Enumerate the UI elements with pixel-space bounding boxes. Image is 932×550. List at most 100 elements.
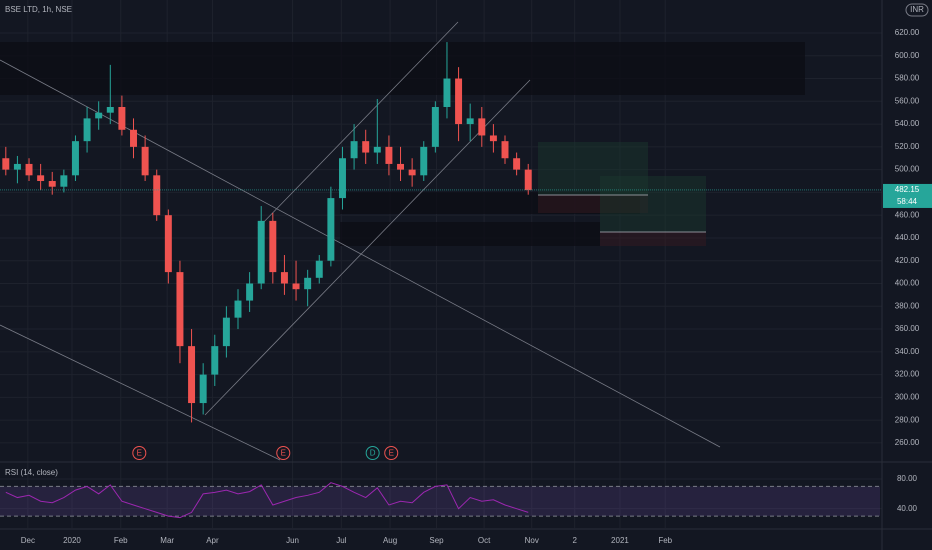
y-tick-label: 440.00 bbox=[895, 233, 920, 242]
event-badge bbox=[276, 446, 291, 460]
candle-body bbox=[2, 158, 10, 170]
trend-line bbox=[0, 324, 281, 461]
currency-button[interactable] bbox=[905, 3, 929, 17]
channel-line bbox=[257, 21, 459, 229]
y-tick-label: 280.00 bbox=[895, 415, 920, 424]
y-tick-label: 380.00 bbox=[895, 301, 920, 310]
candle-body bbox=[385, 146, 393, 164]
y-tick-label: 320.00 bbox=[895, 370, 920, 379]
candle-body bbox=[466, 118, 474, 125]
candle-body bbox=[118, 106, 126, 130]
candle-body bbox=[280, 272, 288, 284]
candle-body bbox=[420, 146, 428, 176]
candle-body bbox=[130, 129, 137, 147]
candle-body bbox=[164, 215, 172, 273]
x-tick-label: 2020 bbox=[63, 536, 81, 545]
event-badge bbox=[365, 446, 380, 460]
rsi-line bbox=[5, 482, 529, 519]
rsi-title: RSI (14, close) bbox=[5, 468, 58, 477]
currency[interactable]: INR bbox=[910, 5, 924, 14]
x-tick-label: Sep bbox=[429, 536, 444, 545]
x-tick-label: Apr bbox=[206, 536, 219, 545]
x-tick-label: Jul bbox=[336, 536, 346, 545]
candle-body bbox=[501, 141, 509, 159]
x-tick-label: Mar bbox=[160, 536, 174, 545]
x-tick-label: 2021 bbox=[611, 536, 629, 545]
candle-body bbox=[246, 283, 254, 301]
candle-body bbox=[373, 146, 381, 153]
target-box bbox=[600, 176, 706, 232]
candle-body bbox=[176, 272, 184, 347]
candle-body bbox=[95, 112, 103, 119]
event-label: D bbox=[370, 449, 376, 458]
candle-body bbox=[234, 300, 242, 318]
candle-body bbox=[315, 260, 323, 278]
candle-body bbox=[25, 163, 33, 176]
y-tick-label: 40.00 bbox=[897, 504, 918, 513]
event-label: E bbox=[137, 449, 142, 458]
candle-body bbox=[222, 317, 230, 347]
y-tick-label: 340.00 bbox=[895, 347, 920, 356]
target-box bbox=[538, 142, 648, 195]
last-price-box bbox=[883, 183, 932, 208]
candle-body bbox=[13, 163, 21, 170]
candle-body bbox=[188, 346, 196, 404]
x-tick-label: Jun bbox=[286, 536, 299, 545]
stop-box bbox=[600, 232, 706, 246]
countdown: 58:44 bbox=[897, 197, 918, 206]
candle-body bbox=[431, 106, 439, 147]
x-tick-label: Aug bbox=[383, 536, 397, 545]
y-tick-label: 560.00 bbox=[895, 96, 920, 105]
candle-body bbox=[304, 277, 312, 290]
x-tick-label: Feb bbox=[114, 536, 128, 545]
overlay: Dec 2020 Feb Mar Apr Jun Jul Aug Sep Oct Nov 2 2021 F… bbox=[21, 28, 932, 545]
zone-box bbox=[0, 42, 805, 95]
candle-body bbox=[397, 163, 405, 170]
candle-body bbox=[338, 158, 346, 199]
candle-body bbox=[37, 175, 45, 182]
y-tick-label: 360.00 bbox=[895, 324, 920, 333]
y-tick-label: 620.00 bbox=[895, 28, 920, 37]
event-badge bbox=[132, 446, 147, 460]
candle-body bbox=[524, 169, 532, 191]
event-label: E bbox=[389, 449, 394, 458]
candle-body bbox=[141, 146, 149, 176]
y-tick-label: 600.00 bbox=[895, 51, 920, 60]
symbol-title: BSE LTD, 1h, NSE bbox=[5, 5, 72, 14]
candle-body bbox=[443, 78, 451, 107]
candle-body bbox=[408, 169, 416, 176]
y-tick-label: 580.00 bbox=[895, 74, 920, 83]
candle-body bbox=[211, 346, 219, 375]
candle-body bbox=[83, 118, 91, 142]
channel-line bbox=[204, 79, 531, 416]
y-tick-label: 300.00 bbox=[895, 392, 920, 401]
candle-body bbox=[513, 158, 521, 170]
y-tick-label: 520.00 bbox=[895, 142, 920, 151]
candle-body bbox=[489, 135, 497, 142]
zone-box bbox=[340, 222, 600, 246]
candle-body bbox=[455, 78, 463, 125]
candle-body bbox=[269, 220, 277, 273]
candle-body bbox=[106, 106, 114, 113]
y-tick-label: 500.00 bbox=[895, 165, 920, 174]
event-label: E bbox=[281, 449, 286, 458]
stop-box bbox=[538, 195, 648, 213]
last-price-label: 482.15 bbox=[895, 185, 920, 194]
event-badge bbox=[384, 446, 399, 460]
candle-body bbox=[199, 374, 207, 404]
candle-body bbox=[257, 220, 265, 284]
marks bbox=[0, 42, 882, 519]
candle-body bbox=[327, 198, 335, 261]
x-tick-label: Oct bbox=[478, 536, 491, 545]
rsi-band bbox=[0, 486, 880, 517]
y-tick-label: 400.00 bbox=[895, 279, 920, 288]
candle-body bbox=[362, 141, 370, 153]
x-tick-label: Dec bbox=[21, 536, 35, 545]
x-tick-label: Feb bbox=[658, 536, 672, 545]
y-tick-label: 80.00 bbox=[897, 474, 918, 483]
zone-box bbox=[340, 192, 640, 214]
y-tick-label: 260.00 bbox=[895, 438, 920, 447]
x-tick-label: 2 bbox=[572, 536, 577, 545]
x-tick-label: Nov bbox=[525, 536, 539, 545]
